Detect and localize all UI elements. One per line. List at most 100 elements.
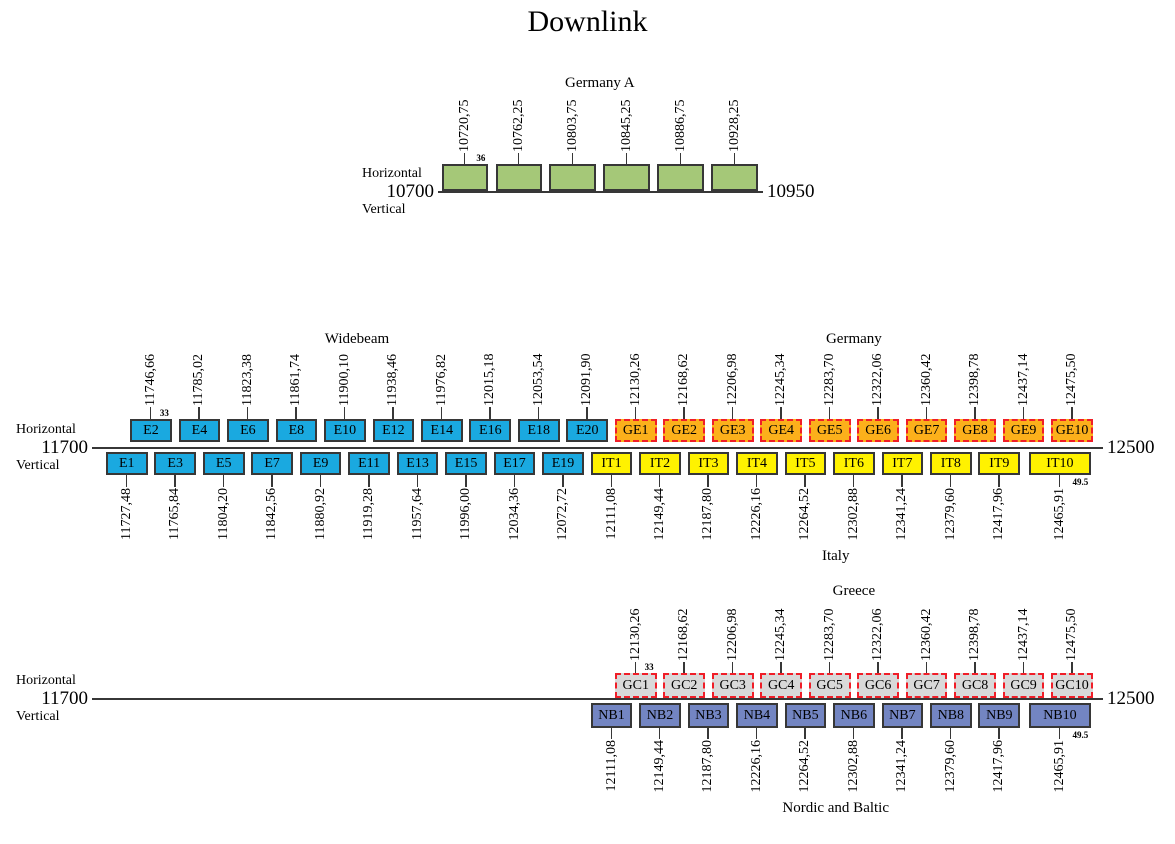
freq-label-text-germany-a-ch1: 10720,75 xyxy=(456,99,472,153)
freq-label-GC8: 12398,78 xyxy=(967,609,982,662)
channel-box-germany-a-ch3 xyxy=(549,164,597,191)
bandwidth-annotation-IT10: 49.5 xyxy=(1072,477,1089,487)
freq-label-text-GE9: 12437,14 xyxy=(1015,353,1031,407)
freq-label-text-E12: 11938,46 xyxy=(385,354,401,406)
freq-tick-NB10 xyxy=(1058,728,1061,739)
channel-box-GC7: GC7 xyxy=(905,673,948,698)
freq-label-text-GC3: 12206,98 xyxy=(724,608,740,662)
freq-label-text-NB9: 12417,96 xyxy=(991,740,1007,793)
freq-tick-GC5 xyxy=(828,662,831,673)
channel-box-IT8: IT8 xyxy=(929,452,972,475)
freq-label-text-germany-a-ch6: 10928,25 xyxy=(726,99,742,153)
freq-tick-NB3 xyxy=(707,728,709,739)
freq-label-text-germany-a-ch4: 10845,25 xyxy=(618,99,634,153)
freq-tick-E5 xyxy=(222,475,225,487)
freq-label-IT3: 12187,80 xyxy=(700,488,715,541)
freq-label-GC4: 12245,34 xyxy=(773,609,788,662)
freq-label-E7: 11842,56 xyxy=(264,488,279,540)
freq-label-E6: 11823,38 xyxy=(240,354,255,407)
freq-label-NB6: 12302,88 xyxy=(846,740,861,793)
freq-tick-NB6 xyxy=(852,728,855,739)
freq-tick-E19 xyxy=(562,475,564,487)
freq-label-GE9: 12437,14 xyxy=(1016,354,1031,407)
freq-label-text-GC5: 12283,70 xyxy=(821,608,837,662)
freq-label-text-IT9: 12417,96 xyxy=(991,488,1007,541)
freq-label-text-E4: 11785,02 xyxy=(191,354,207,406)
freq-label-E2: 11746,66 xyxy=(143,354,158,407)
channel-box-GC10: GC10 xyxy=(1051,673,1093,698)
channel-box-E15: E15 xyxy=(445,452,487,475)
freq-tick-IT1 xyxy=(610,475,612,487)
freq-tick-IT10 xyxy=(1058,475,1061,487)
channel-box-IT5: IT5 xyxy=(784,452,827,475)
freq-label-text-GC2: 12168,62 xyxy=(676,608,692,662)
freq-label-text-IT6: 12302,88 xyxy=(845,488,861,541)
channel-box-GC4: GC4 xyxy=(760,673,803,698)
channel-box-IT2: IT2 xyxy=(639,452,681,475)
channel-box-E11: E11 xyxy=(348,452,390,475)
freq-label-text-E11: 11919,28 xyxy=(361,488,377,540)
channel-box-NB6: NB6 xyxy=(833,703,875,728)
freq-label-GC5: 12283,70 xyxy=(822,609,837,662)
freq-label-GE5: 12283,70 xyxy=(822,354,837,407)
freq-label-germany-a-ch4: 10845,25 xyxy=(619,100,634,153)
greece-nordic-baltic-axis-line xyxy=(92,698,1103,700)
freq-tick-NB9 xyxy=(998,728,1000,739)
freq-label-NB2: 12149,44 xyxy=(652,740,667,793)
freq-label-GE6: 12322,06 xyxy=(870,354,885,407)
freq-label-text-GC4: 12245,34 xyxy=(773,608,789,662)
freq-tick-E15 xyxy=(465,475,467,487)
freq-label-GC6: 12322,06 xyxy=(870,609,885,662)
freq-label-IT6: 12302,88 xyxy=(846,488,861,541)
freq-tick-NB8 xyxy=(949,728,952,739)
freq-label-text-GE8: 12398,78 xyxy=(967,353,983,407)
widebeam-germany-italy-axis-start-block: Horizontal 11700 Vertical xyxy=(16,421,88,474)
freq-label-IT1: 12111,08 xyxy=(604,488,619,539)
freq-label-E9: 11880,92 xyxy=(313,488,328,540)
freq-label-text-NB8: 12379,60 xyxy=(942,740,958,793)
freq-label-text-E5: 11804,20 xyxy=(215,488,231,540)
freq-label-IT10: 12465,91 xyxy=(1052,488,1067,541)
freq-label-text-IT5: 12264,52 xyxy=(797,488,813,541)
channel-box-E8: E8 xyxy=(275,419,318,442)
freq-tick-E10 xyxy=(343,407,346,419)
freq-label-text-GC9: 12437,14 xyxy=(1015,608,1031,662)
freq-label-text-E9: 11880,92 xyxy=(312,488,328,540)
freq-tick-GC9 xyxy=(1022,662,1025,673)
channel-box-GC8: GC8 xyxy=(954,673,996,698)
channel-box-E7: E7 xyxy=(251,452,293,475)
channel-box-GC6: GC6 xyxy=(857,673,899,698)
channel-box-E10: E10 xyxy=(324,419,366,442)
freq-tick-GC3 xyxy=(731,662,734,673)
freq-label-GE1: 12130,26 xyxy=(628,354,643,407)
freq-tick-IT4 xyxy=(755,475,758,487)
freq-label-text-NB10: 12465,91 xyxy=(1051,740,1067,793)
freq-tick-GE7 xyxy=(925,407,928,419)
channel-box-E3: E3 xyxy=(154,452,197,475)
freq-tick-germany-a-ch4 xyxy=(625,153,628,164)
freq-tick-E17 xyxy=(513,475,516,487)
widebeam-germany-italy-polarization-top-label: Horizontal xyxy=(16,422,76,437)
freq-label-GE4: 12245,34 xyxy=(773,354,788,407)
region-title-nordic-and-baltic: Nordic and Baltic xyxy=(782,800,890,816)
freq-tick-GC4 xyxy=(780,662,782,673)
channel-box-E9: E9 xyxy=(299,452,342,475)
freq-label-text-E14: 11976,82 xyxy=(433,354,449,406)
freq-label-text-E1: 11727,48 xyxy=(118,488,134,540)
channel-box-germany-a-ch5 xyxy=(657,164,705,191)
freq-tick-E8 xyxy=(295,407,297,419)
channel-box-E20: E20 xyxy=(566,419,609,442)
channel-box-IT9: IT9 xyxy=(978,452,1021,475)
freq-label-E1: 11727,48 xyxy=(119,488,134,540)
freq-tick-GC8 xyxy=(974,662,976,673)
freq-label-NB4: 12226,16 xyxy=(749,740,764,793)
freq-label-NB7: 12341,24 xyxy=(894,740,909,793)
freq-label-germany-a-ch3: 10803,75 xyxy=(565,100,580,153)
freq-label-text-E7: 11842,56 xyxy=(264,488,280,540)
freq-label-E17: 12034,36 xyxy=(507,488,522,541)
freq-label-E18: 12053,54 xyxy=(531,354,546,407)
freq-tick-germany-a-ch3 xyxy=(571,153,574,164)
freq-label-E16: 12015,18 xyxy=(482,354,497,407)
channel-box-E6: E6 xyxy=(227,419,269,442)
greece-nordic-baltic-axis-start-block: Horizontal 11700 Vertical xyxy=(16,672,88,725)
